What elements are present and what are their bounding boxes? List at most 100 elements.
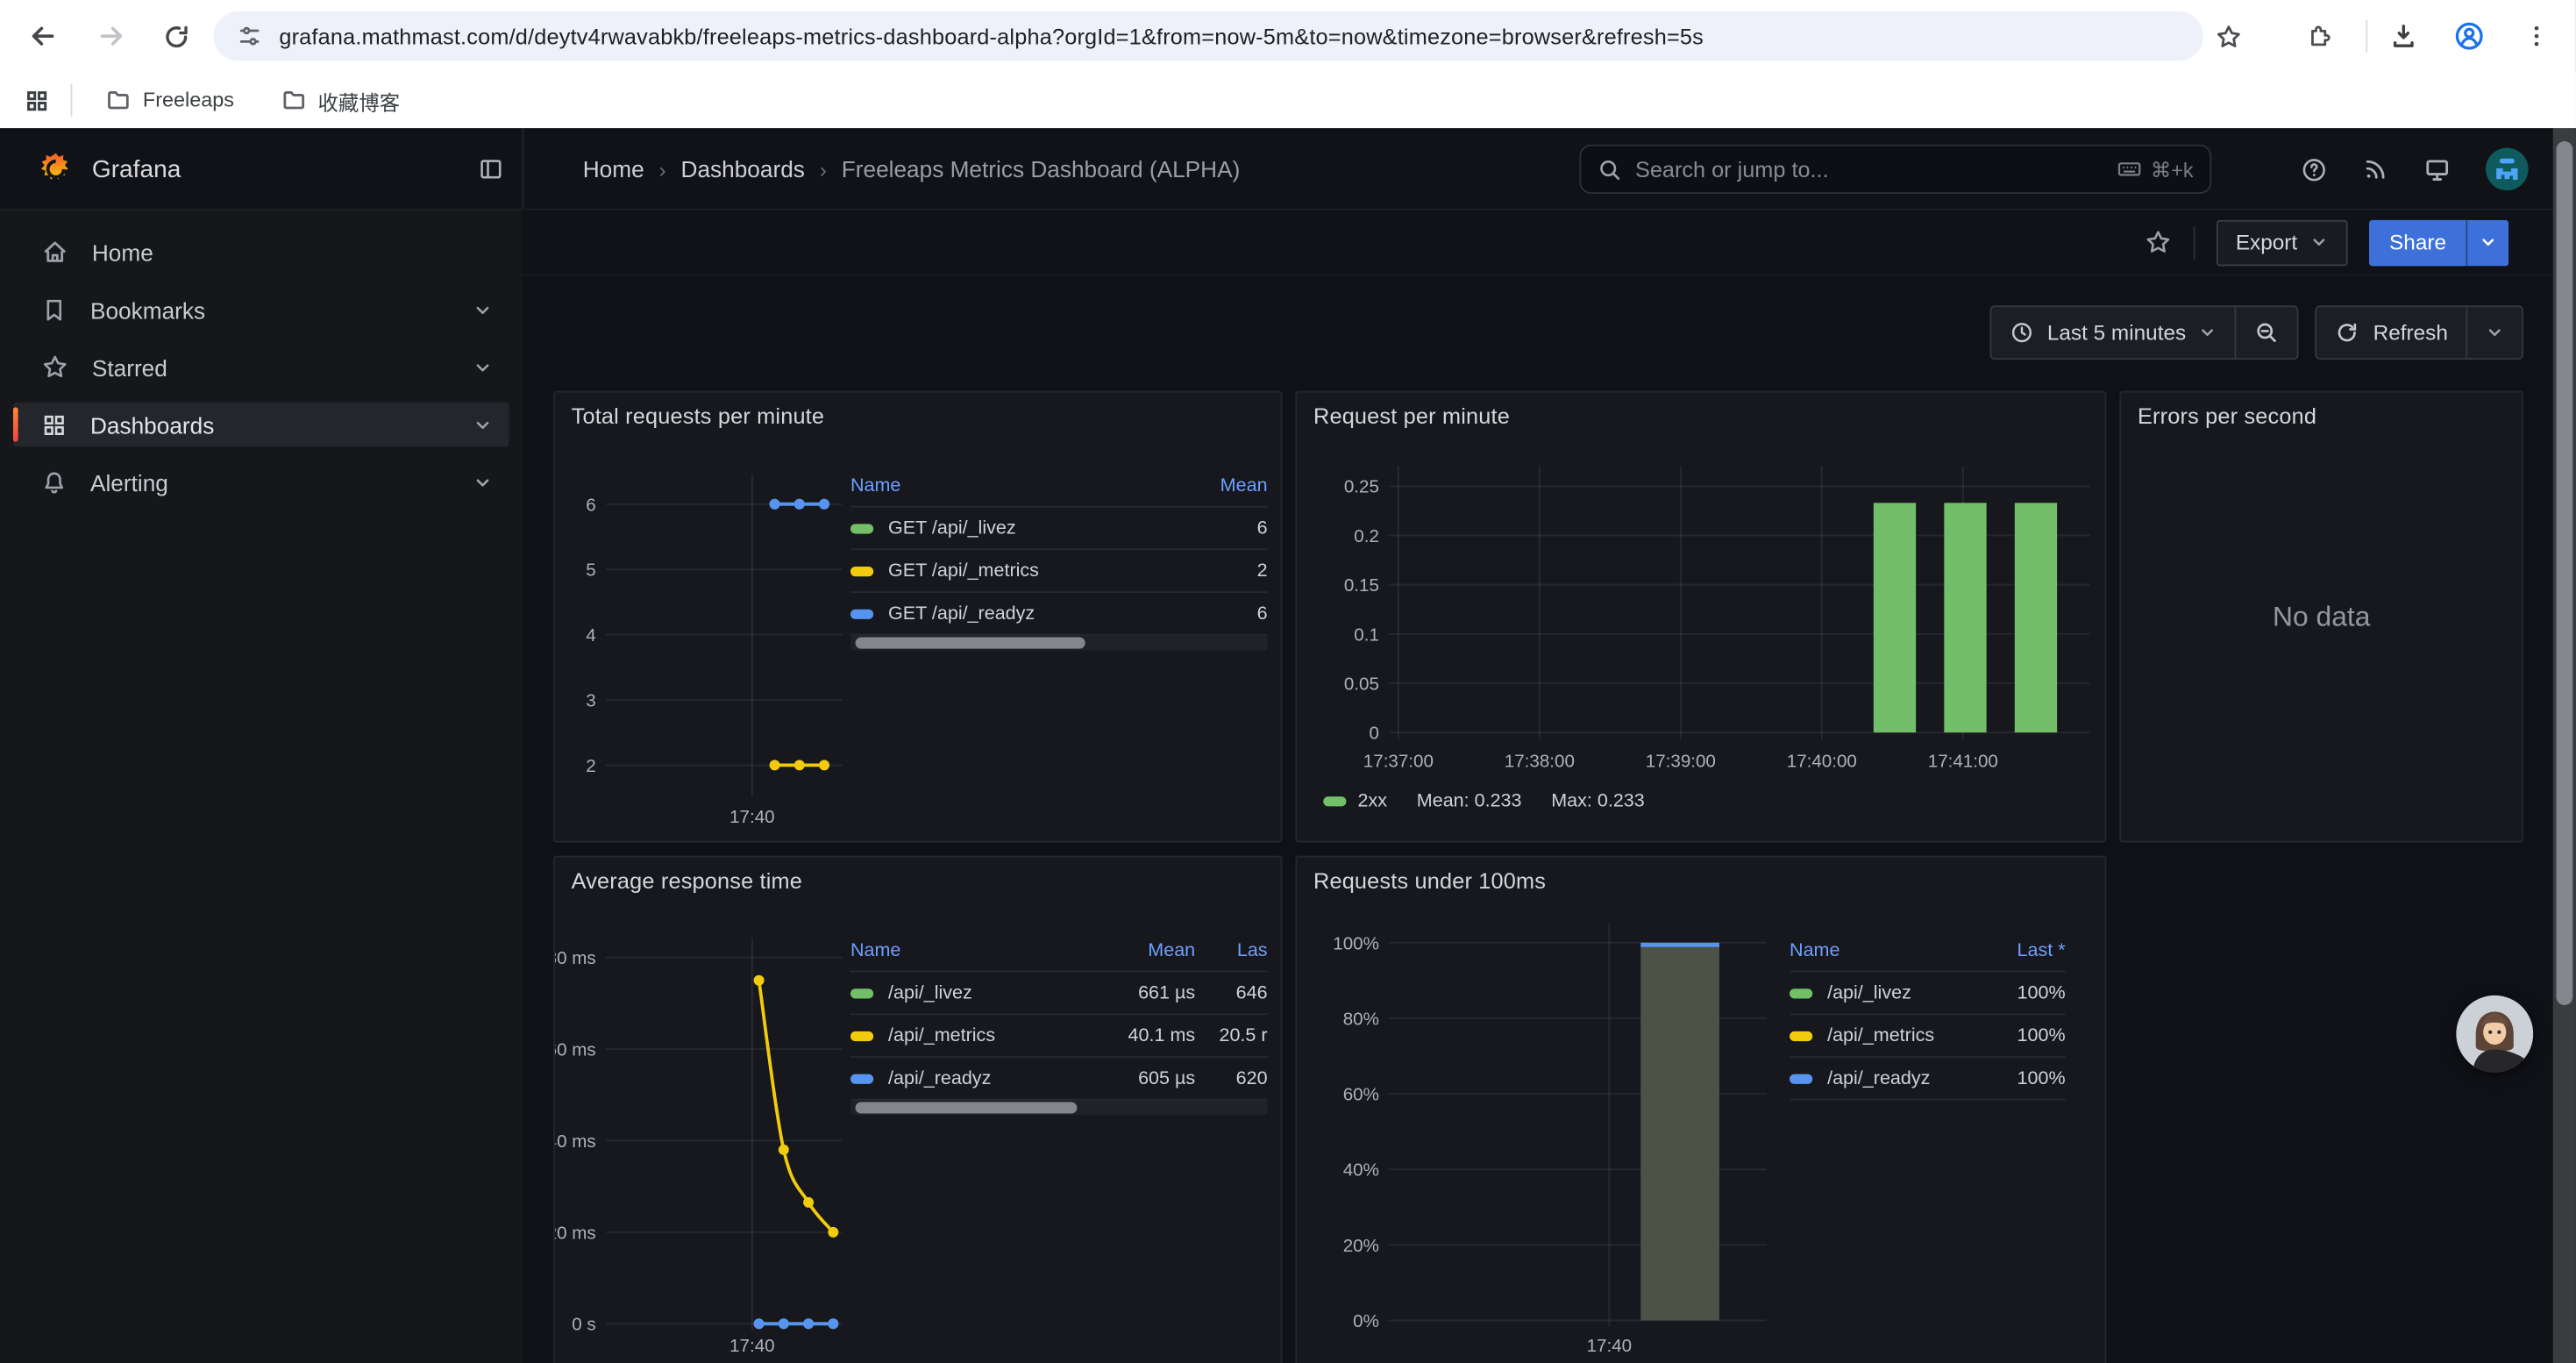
- sidebar-nav: Home Bookmarks Starred Dashboards Alerting: [0, 211, 522, 1363]
- export-button[interactable]: Export: [2216, 219, 2348, 265]
- svg-text:0%: 0%: [1353, 1311, 1379, 1331]
- extensions-puzzle-icon[interactable]: [2297, 17, 2337, 56]
- legend-row[interactable]: /api/_readyz605 µs620: [850, 1058, 1268, 1101]
- series-color-pill: [850, 988, 873, 997]
- reload-icon[interactable]: [156, 17, 196, 56]
- refresh-button[interactable]: Refresh: [2316, 305, 2467, 360]
- search-input[interactable]: Search or jump to... ⌘+k: [1579, 145, 2211, 194]
- breadcrumb-dashboards[interactable]: Dashboards: [681, 156, 805, 182]
- series-color-pill: [850, 1074, 873, 1083]
- legend-row[interactable]: /api/_metrics100%: [1790, 1015, 2066, 1058]
- legend-scrollbar-thumb[interactable]: [856, 638, 1085, 649]
- chart-request-per-minute[interactable]: 0.250.20.150.10.05017:37:0017:38:0017:39…: [1297, 393, 2104, 841]
- share-dropdown-button[interactable]: [2466, 219, 2508, 265]
- grafana-logo-icon[interactable]: [38, 151, 74, 187]
- legend-row[interactable]: /api/_metrics40.1 ms20.5 r: [850, 1015, 1268, 1058]
- grafana-header: Grafana Home › Dashboards › Freeleaps Me…: [0, 128, 2576, 211]
- sidebar-item-bookmarks[interactable]: Bookmarks: [13, 288, 509, 332]
- chevron-down-icon[interactable]: [473, 415, 492, 434]
- legend-column-header[interactable]: Name: [850, 475, 1163, 495]
- series-name: /api/_readyz: [888, 1068, 991, 1088]
- bookmark-folder-blogs[interactable]: 收藏博客: [267, 80, 413, 121]
- header-icons: [2300, 128, 2528, 211]
- series-name: /api/_livez: [888, 983, 972, 1003]
- legend-column-header[interactable]: Las: [1195, 940, 1267, 960]
- legend-column-header[interactable]: Name: [850, 940, 1080, 960]
- legend-row[interactable]: /api/_livez661 µs646: [850, 973, 1268, 1016]
- url-text: grafana.mathmast.com/d/deytv4rwavabkb/fr…: [279, 24, 1704, 48]
- help-icon[interactable]: [2300, 155, 2328, 183]
- svg-text:0: 0: [1369, 724, 1378, 744]
- svg-text:17:38:00: 17:38:00: [1505, 751, 1575, 771]
- series-color-pill: [1790, 988, 1812, 997]
- legend-scrollbar-thumb[interactable]: [856, 1102, 1078, 1113]
- series-color-pill: [850, 609, 873, 618]
- kiosk-monitor-icon[interactable]: [2423, 155, 2451, 183]
- zoom-out-button[interactable]: [2235, 305, 2299, 360]
- site-info-icon[interactable]: [237, 23, 263, 49]
- sidebar-item-alerting[interactable]: Alerting: [13, 460, 509, 504]
- panel-toggle-icon[interactable]: [478, 156, 504, 182]
- refresh-group: Refresh: [2316, 305, 2523, 360]
- sidebar-item-starred[interactable]: Starred: [13, 345, 509, 389]
- time-controls: Last 5 minutes Refresh: [1989, 305, 2523, 360]
- toolbar-divider: [2193, 225, 2195, 258]
- chevron-down-icon[interactable]: [473, 357, 492, 376]
- page-scrollbar[interactable]: [2553, 128, 2576, 1363]
- bookmark-folder-freeleaps[interactable]: Freeleaps: [92, 82, 247, 118]
- legend-scrollbar[interactable]: [850, 1101, 1268, 1116]
- legend-column-header[interactable]: Mean: [1080, 940, 1195, 960]
- chrome-divider: [2366, 19, 2367, 52]
- series-name: GET /api/_readyz: [888, 603, 1035, 623]
- chevron-down-icon[interactable]: [473, 300, 492, 319]
- svg-text:17:37:00: 17:37:00: [1363, 751, 1434, 771]
- legend-inline[interactable]: 2xxMean: 0.233Max: 0.233: [1323, 792, 1645, 811]
- chevron-down-icon[interactable]: [473, 472, 492, 491]
- panel-requests-under-100ms: Requests under 100ms100%80%60%40%20%0%17…: [1295, 856, 2106, 1363]
- page-scrollbar-thumb[interactable]: [2556, 141, 2572, 1005]
- rss-icon[interactable]: [2363, 156, 2389, 182]
- apps-grid-icon[interactable]: [17, 81, 56, 120]
- share-button[interactable]: Share: [2370, 219, 2466, 265]
- legend-column-header[interactable]: Mean: [1163, 475, 1268, 495]
- legend-row[interactable]: GET /api/_livez6: [850, 508, 1268, 551]
- series-value: 646: [1195, 983, 1267, 1003]
- svg-text:17:40: 17:40: [1587, 1336, 1633, 1356]
- sidebar-item-home[interactable]: Home: [13, 230, 509, 275]
- legend-row[interactable]: GET /api/_metrics2: [850, 550, 1268, 593]
- refresh-interval-dropdown[interactable]: [2466, 305, 2523, 360]
- series-color-pill: [1323, 796, 1346, 806]
- legend-column-header[interactable]: Last *: [1974, 940, 2066, 960]
- series-name: GET /api/_metrics: [888, 560, 1039, 580]
- svg-text:2: 2: [586, 756, 595, 776]
- breadcrumb-home[interactable]: Home: [583, 156, 644, 182]
- legend-row[interactable]: /api/_readyz100%: [1790, 1058, 2066, 1101]
- profile-icon[interactable]: [2450, 17, 2489, 56]
- back-arrow-icon[interactable]: [23, 17, 62, 56]
- legend-row[interactable]: GET /api/_readyz6: [850, 593, 1268, 636]
- forward-arrow-icon[interactable]: [92, 17, 132, 56]
- sidebar-item-dashboards[interactable]: Dashboards: [13, 403, 509, 447]
- legend-scrollbar[interactable]: [850, 636, 1268, 651]
- assistant-avatar[interactable]: [2456, 995, 2533, 1073]
- chevron-down-icon: [2199, 324, 2217, 342]
- time-range-picker[interactable]: Last 5 minutes: [1989, 305, 2237, 360]
- favorite-star-icon[interactable]: [2144, 228, 2172, 256]
- series-name: /api/_metrics: [1827, 1025, 1934, 1045]
- svg-text:17:40: 17:40: [729, 1336, 775, 1356]
- url-bar[interactable]: grafana.mathmast.com/d/deytv4rwavabkb/fr…: [213, 11, 2202, 61]
- svg-text:0.25: 0.25: [1344, 477, 1379, 497]
- bookmark-star-icon[interactable]: [2209, 17, 2248, 56]
- svg-text:0.05: 0.05: [1344, 674, 1379, 694]
- user-avatar[interactable]: [2486, 148, 2529, 191]
- zoom-out-icon: [2255, 320, 2280, 345]
- legend-row[interactable]: /api/_livez100%: [1790, 973, 2066, 1016]
- breadcrumb: Home › Dashboards › Freeleaps Metrics Da…: [583, 128, 1241, 211]
- series-stat: Mean: 0.233: [1417, 792, 1522, 811]
- search-placeholder: Search or jump to...: [1635, 157, 2103, 182]
- bookmarks-divider: [71, 83, 73, 116]
- series-value: 6: [1163, 518, 1268, 538]
- menu-dots-icon[interactable]: [2517, 17, 2557, 56]
- download-icon[interactable]: [2384, 17, 2423, 56]
- legend-column-header[interactable]: Name: [1790, 940, 1974, 960]
